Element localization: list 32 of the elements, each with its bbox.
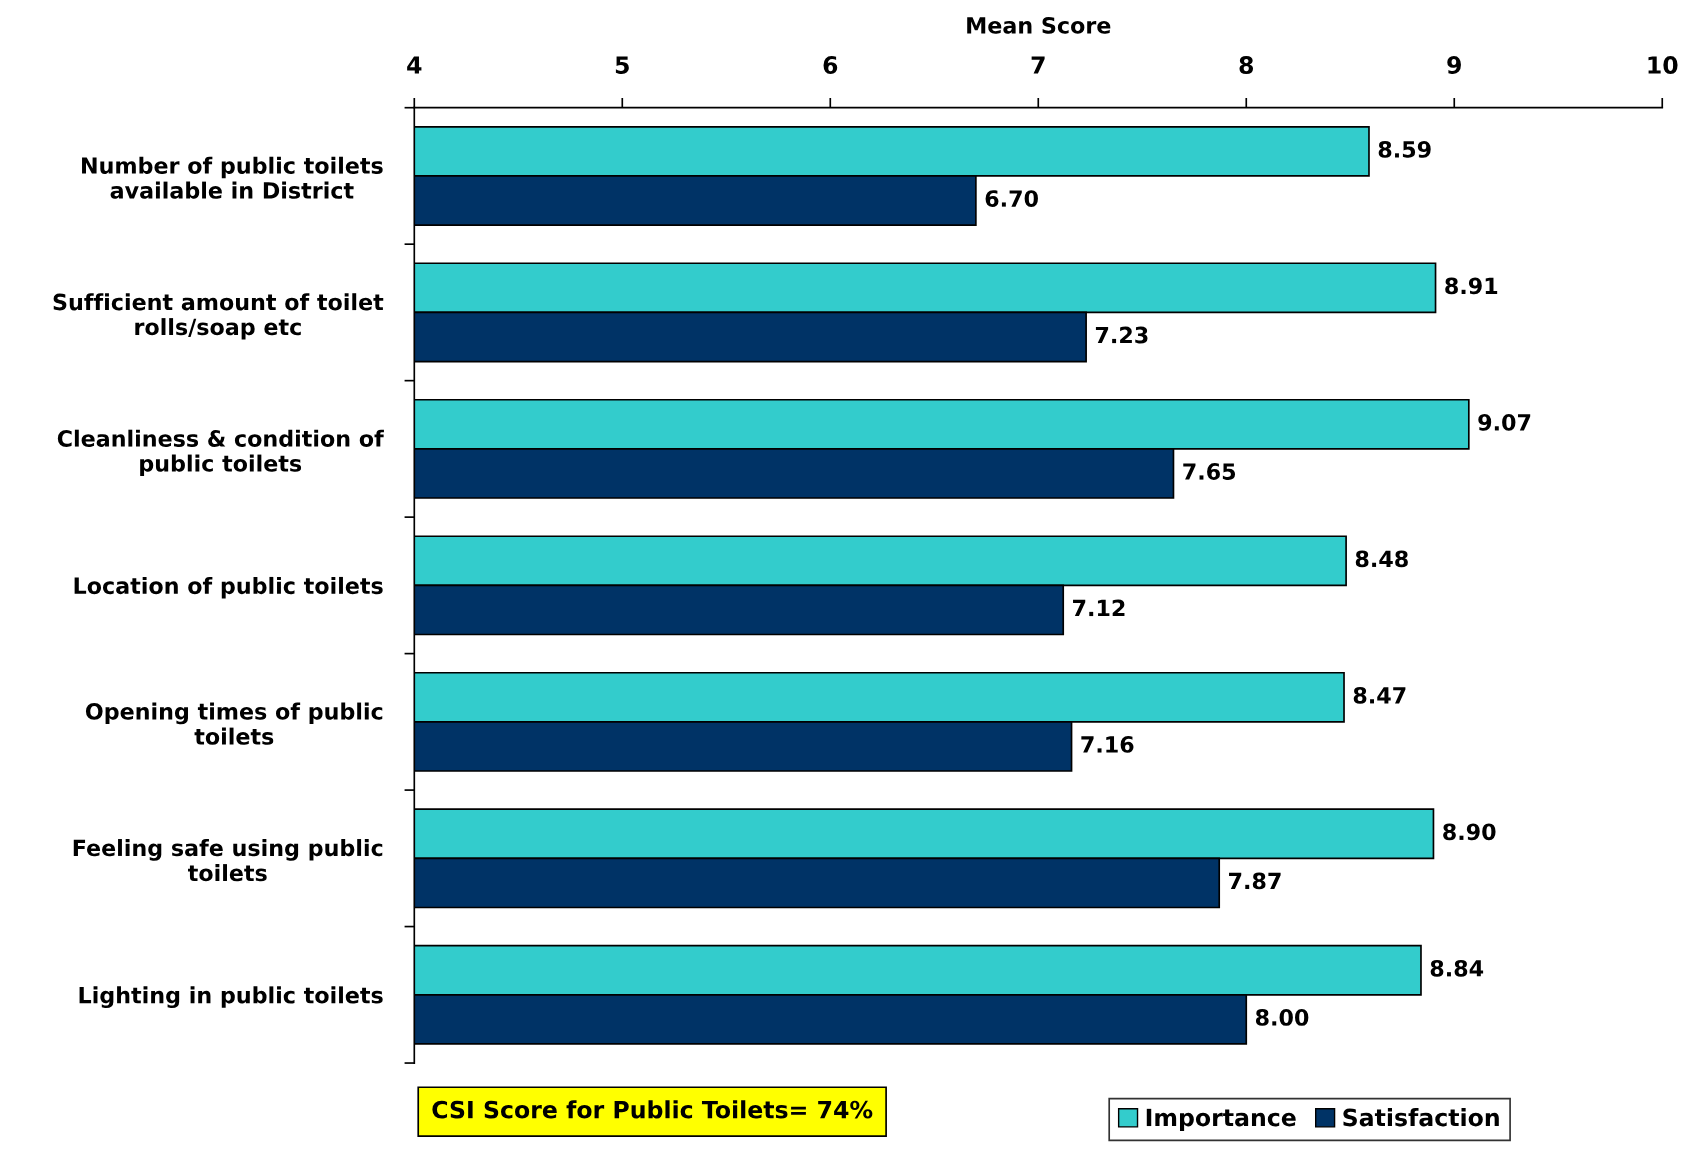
x-tick-label: 8 (1239, 56, 1254, 74)
x-tick-label: 10 (1648, 56, 1678, 74)
x-tick-label: 4 (407, 56, 422, 74)
text: CSI Score for Public Toilets= 74% (432, 1100, 873, 1119)
y-tick-label: Location of public toilets (74, 576, 383, 599)
y-tick-label: Number of public toilets available in District (82, 156, 383, 199)
data-label: 8.90 (1443, 823, 1496, 841)
data-label: 7.16 (1081, 736, 1134, 753)
legend-label: Satisfaction (1343, 1108, 1499, 1127)
x-tick-label: 5 (615, 56, 629, 74)
data-label: 8.00 (1255, 1009, 1309, 1026)
y-tick-label: Lighting in public toilets (79, 986, 383, 1009)
data-label: 7.87 (1229, 872, 1281, 890)
y-tick-label: Cleanliness & condition of public toilets (57, 429, 384, 477)
x-axis-title: Mean Score (967, 16, 1111, 34)
data-label: 7.65 (1183, 463, 1236, 480)
data-label: 7.12 (1073, 599, 1125, 617)
data-label: 9.07 (1478, 413, 1531, 431)
data-label: 8.48 (1355, 550, 1408, 568)
y-tick-label: Feeling safe using public toilets (73, 839, 383, 882)
y-tick-label: Sufficient amount of toilet rolls/soap etc (53, 293, 384, 340)
data-label: 8.91 (1445, 277, 1498, 295)
data-label: 8.59 (1378, 141, 1431, 158)
data-label: 8.47 (1353, 686, 1406, 704)
legend-label: Importance (1146, 1108, 1296, 1131)
data-label: 7.23 (1095, 326, 1148, 344)
x-tick-label: 7 (1031, 56, 1045, 74)
x-tick-label: 9 (1447, 56, 1461, 74)
y-tick-label: Opening times of public toilets (85, 702, 383, 745)
x-tick-label: 6 (823, 56, 838, 74)
data-label: 8.84 (1430, 959, 1484, 977)
data-label: 6.70 (985, 190, 1038, 207)
